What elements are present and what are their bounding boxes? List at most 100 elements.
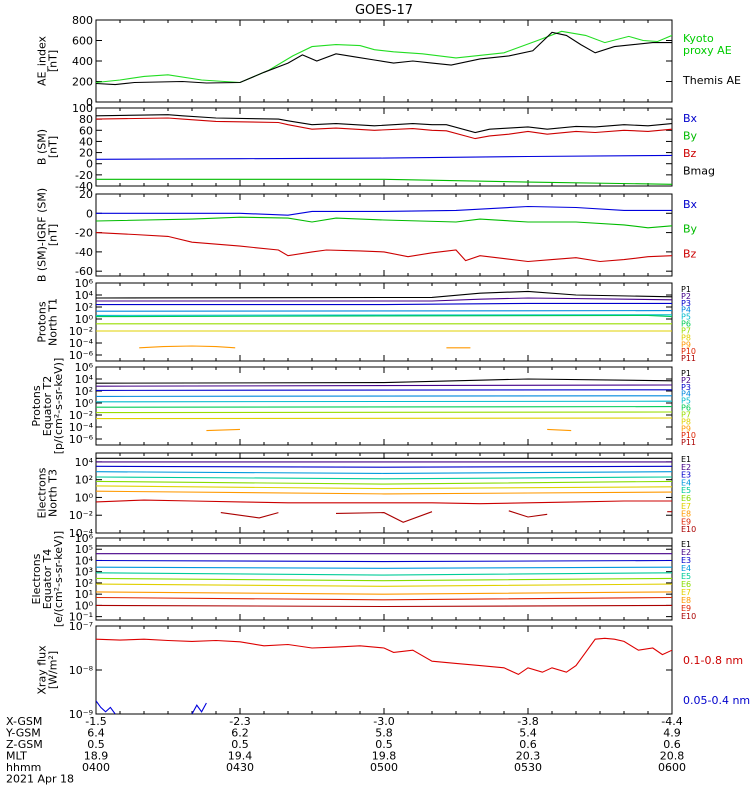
y-axis-label: [nT]	[47, 50, 60, 72]
series-line-bz	[96, 118, 672, 139]
y-tick-label: 10⁻²	[69, 325, 93, 338]
y-tick-label: 60	[79, 124, 93, 137]
legend-entry: P11	[681, 354, 696, 363]
y-axis-label: [W/m²]	[47, 651, 60, 689]
series-line-p2	[96, 298, 672, 301]
legend-entry: E10	[681, 525, 696, 534]
series-line-p9	[547, 429, 571, 430]
series-line-p6	[96, 407, 672, 408]
y-axis-label: [e/(cm²-s-sr-keV)]	[52, 531, 65, 627]
series-group	[96, 638, 672, 714]
y-tick-label: 10⁴	[75, 289, 94, 302]
legend-entry: Bz	[683, 147, 697, 160]
series-line-e8	[96, 592, 672, 594]
series-line-p4	[96, 396, 672, 397]
series-group	[96, 546, 672, 607]
panel-frame	[96, 194, 672, 276]
y-tick-label: 400	[72, 55, 93, 68]
series-group	[96, 31, 672, 84]
y-tick-label: 10⁻⁸	[69, 664, 94, 677]
panel-frame	[96, 367, 672, 445]
y-tick-label: 10⁻⁴	[69, 421, 94, 434]
y-tick-label: 10³	[75, 566, 93, 579]
series-line-0-1-0-8-nm	[96, 638, 672, 674]
y-tick-label: 10²	[75, 474, 93, 487]
y-tick-label: 100	[72, 102, 93, 115]
panel-frame	[96, 626, 672, 714]
series-line-e8	[96, 491, 672, 494]
series-line-p9	[206, 429, 240, 430]
series-line-e9	[96, 598, 672, 600]
y-tick-label: 600	[72, 35, 93, 48]
y-tick-label: 10²	[75, 577, 93, 590]
y-tick-label: 10⁻⁴	[69, 337, 94, 350]
footer-value: 0430	[226, 761, 254, 774]
y-tick-label: 10¹	[75, 588, 93, 601]
series-group	[96, 291, 672, 347]
y-axis-label: [nT]	[47, 224, 60, 246]
series-line-e10	[336, 512, 432, 523]
series-line-e10	[96, 605, 672, 606]
series-line-e7	[96, 486, 672, 489]
series-line-p5	[96, 401, 672, 402]
legend-entry: 0.1-0.8 nm	[683, 654, 743, 667]
series-group	[96, 379, 672, 431]
y-tick-label: 200	[72, 76, 93, 89]
y-tick-label: 10⁴	[75, 554, 94, 567]
y-tick-label: 0	[86, 207, 93, 220]
series-line-by	[96, 217, 672, 228]
series-group	[96, 115, 672, 185]
series-group	[96, 207, 672, 262]
series-line-p9	[139, 346, 235, 348]
y-axis-label: [nT]	[47, 136, 60, 158]
y-axis-label: North T1	[47, 298, 60, 346]
y-tick-label: 10⁶	[75, 532, 94, 545]
footer-value: 0400	[82, 761, 110, 774]
legend-entry: proxy AE	[683, 44, 732, 57]
legend-entry: Bx	[683, 112, 698, 125]
y-tick-label: 10⁶	[75, 277, 94, 290]
legend: Bx By Bz Bmag	[683, 112, 715, 178]
y-tick-label: 20	[79, 147, 93, 160]
y-tick-label: 10⁶	[75, 361, 94, 374]
y-tick-label: 10⁴	[75, 456, 94, 469]
series-line-e4	[96, 567, 672, 568]
y-tick-label: 10²	[75, 301, 93, 314]
legend-entry: 0.05-0.4 nm	[683, 694, 750, 707]
legend-entry: By	[683, 130, 698, 143]
legend-entry: Bx	[683, 198, 698, 211]
series-line-bz	[96, 233, 672, 262]
series-line-bx	[96, 155, 672, 159]
legend-entry: Bmag	[683, 165, 715, 178]
y-tick-label: 10⁰	[75, 397, 94, 410]
series-line-p1	[96, 379, 672, 383]
series-line-p7	[96, 412, 672, 413]
footer-value: 0530	[514, 761, 542, 774]
y-tick-label: -20	[75, 227, 93, 240]
y-axis-label: [p/(cm²-s-sr-keV)]	[52, 358, 65, 455]
y-tick-label: 10⁻²	[69, 509, 93, 522]
footer-value: 0500	[370, 761, 398, 774]
y-tick-label: 20	[79, 188, 93, 201]
series-line-kyoto-proxy-ae	[96, 31, 672, 82]
series-line-0-05-0-4-nm	[96, 701, 115, 714]
series-line-p8	[96, 418, 672, 419]
series-line-e10	[221, 513, 279, 518]
series-line-p2	[96, 385, 672, 386]
footer-value: 0600	[658, 761, 686, 774]
series-line-e9	[96, 500, 672, 504]
y-tick-label: 10⁻⁶	[69, 433, 94, 446]
series-line-e6	[96, 578, 672, 580]
panel-frame	[96, 108, 672, 186]
y-tick-label: 800	[72, 14, 93, 27]
y-tick-label: 80	[79, 113, 93, 126]
